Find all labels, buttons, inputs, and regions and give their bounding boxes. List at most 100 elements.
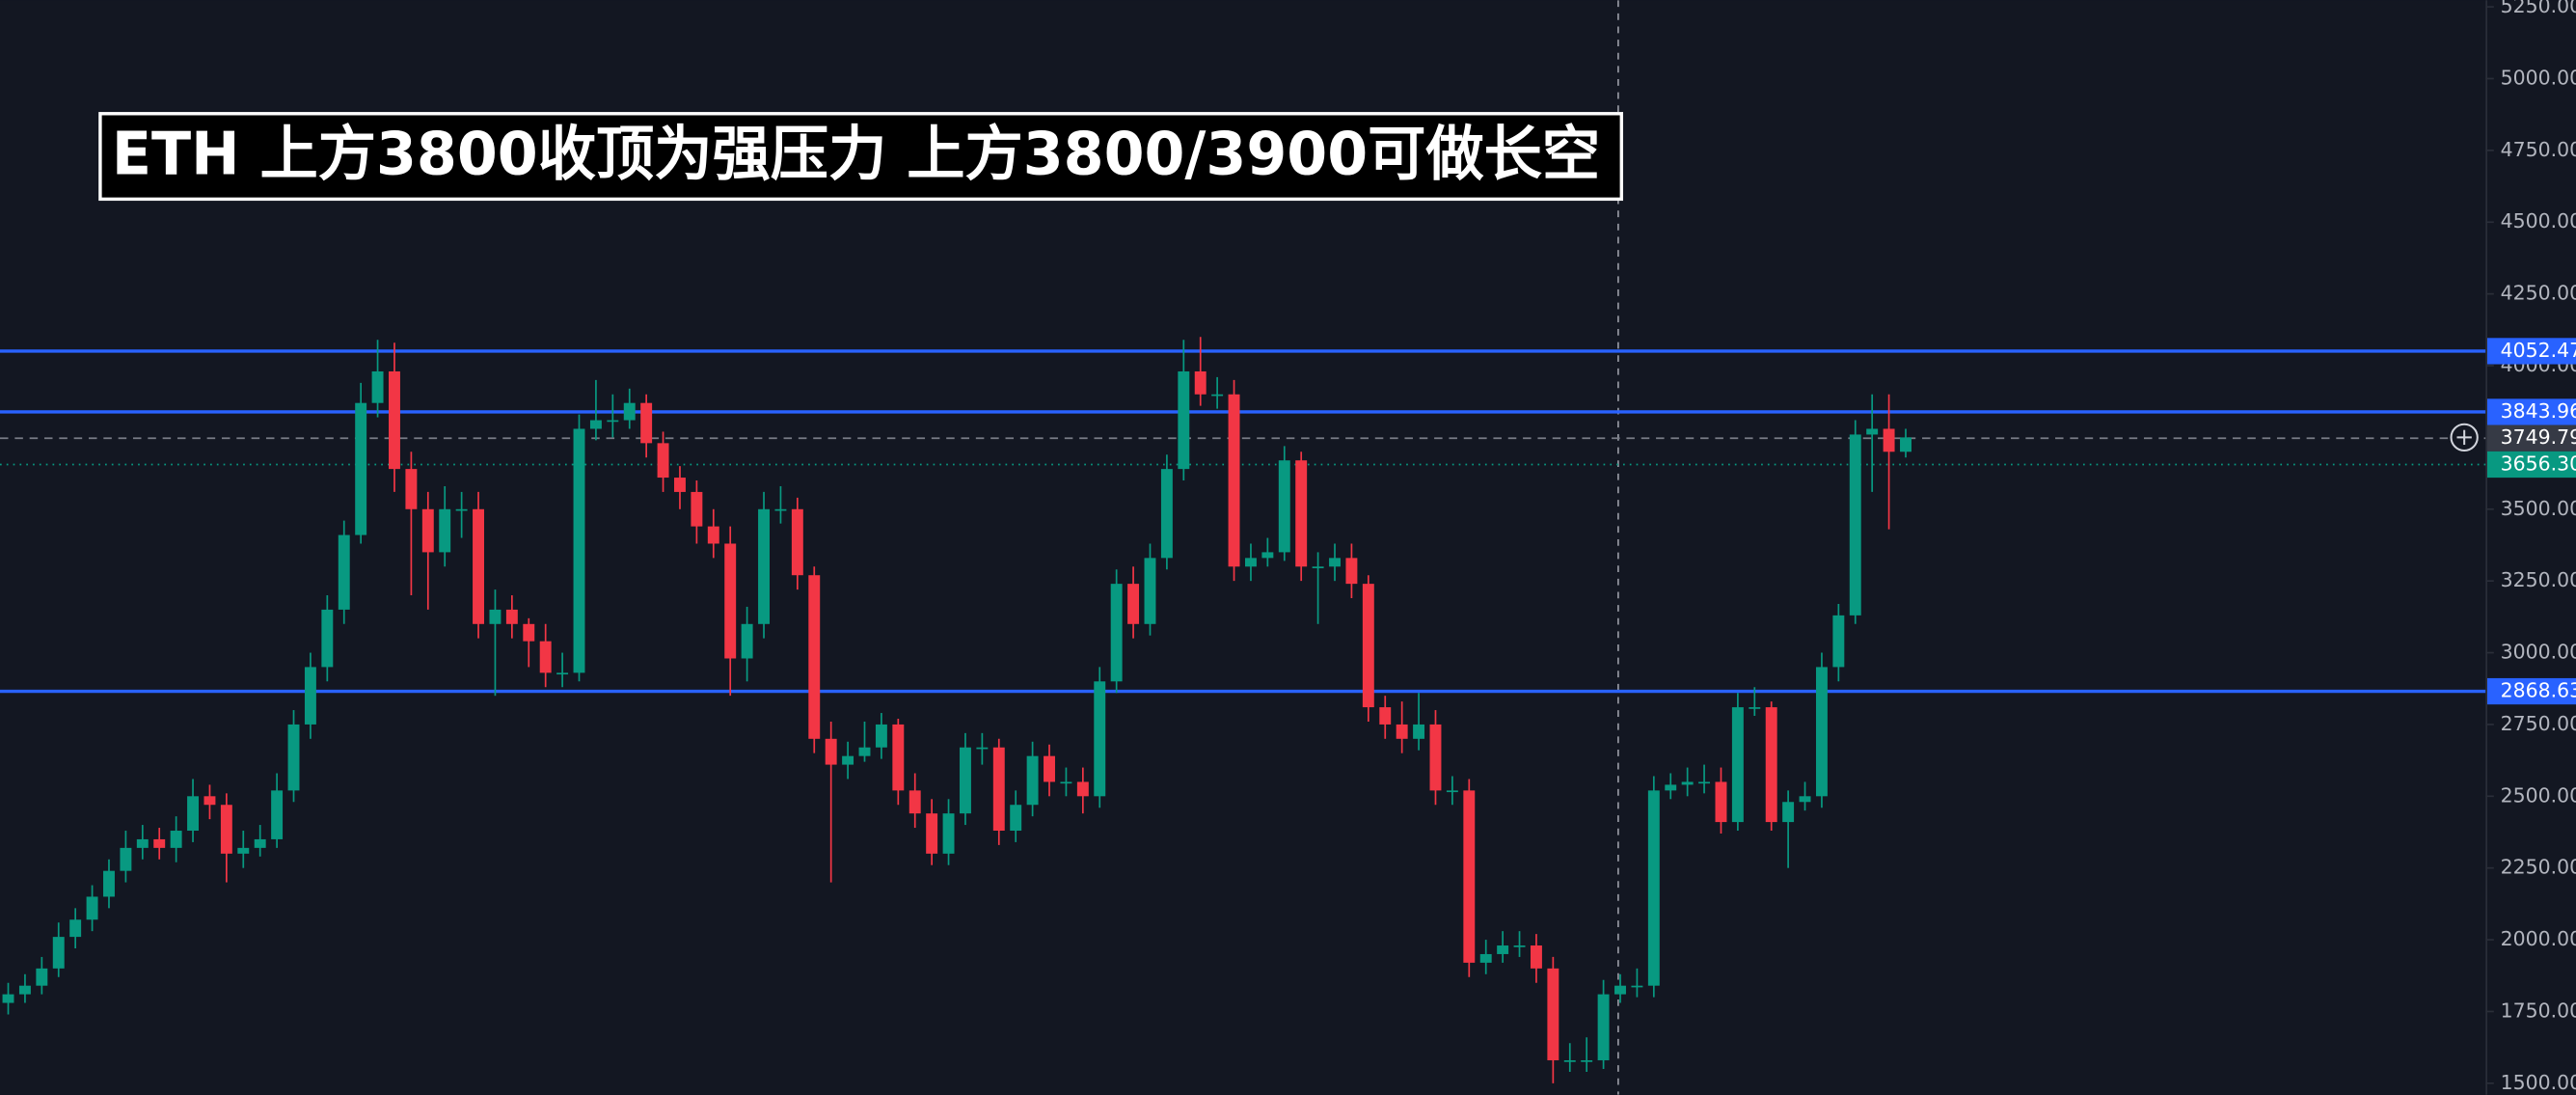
title-box: [98, 112, 1624, 202]
y-tick-label: 3500.00: [2501, 497, 2576, 520]
candle-body: [1547, 968, 1559, 1061]
candle-body: [1228, 394, 1240, 567]
candle-body: [875, 724, 887, 748]
candle-body: [657, 443, 669, 479]
plot-area: [0, 0, 2486, 1095]
candle-body: [858, 747, 871, 756]
candle-body: [1194, 370, 1207, 395]
candle-body: [623, 402, 636, 421]
price-tag-label: 3656.30: [2501, 452, 2576, 475]
candle-body: [674, 478, 686, 492]
candle-body: [304, 667, 316, 725]
candle-body: [842, 755, 854, 765]
y-tick-label: 4750.00: [2501, 138, 2576, 161]
candle-body: [523, 623, 535, 642]
candle-body: [1530, 945, 1542, 969]
candle-body: [1446, 790, 1458, 793]
candle-body: [1060, 781, 1072, 784]
candle-body: [187, 796, 200, 832]
candle-body: [2, 994, 14, 1003]
add-button[interactable]: [2450, 423, 2479, 452]
candle-body: [758, 508, 770, 624]
y-tick-label: 5250.00: [2501, 0, 2576, 17]
candle-body: [473, 508, 484, 624]
candle-body: [421, 508, 434, 553]
candle-body: [1345, 558, 1358, 585]
candle-body: [908, 790, 921, 814]
candle-body: [1329, 558, 1341, 567]
candle-body: [1647, 790, 1660, 986]
candle-body: [439, 508, 451, 553]
candle-body: [691, 491, 703, 527]
candle-body: [1597, 994, 1610, 1061]
price-axis: 1500.00 1750.00 2000.00 2250.00 2500.00 2750.…: [2485, 0, 2576, 1094]
candle-body: [1849, 434, 1861, 616]
candle-body: [1731, 707, 1744, 823]
candle-body: [1463, 790, 1476, 963]
candle-body: [1513, 945, 1526, 947]
candle-body: [1379, 707, 1392, 725]
chart-title: ETH 上方3800收顶为强压力 上方3800/3900可做长空: [112, 120, 1600, 188]
candle-body: [1076, 781, 1089, 797]
candle-body: [203, 796, 216, 806]
candle-body: [1178, 370, 1190, 470]
candle-body: [976, 747, 989, 750]
candle-body: [1782, 802, 1795, 823]
candle-body: [1261, 552, 1274, 559]
candle-body: [1110, 584, 1123, 682]
candle-body: [287, 724, 300, 791]
candle-body: [136, 838, 149, 848]
y-tick-label: 1500.00: [2501, 1071, 2576, 1094]
candle-body: [1312, 566, 1324, 568]
candle-body: [120, 847, 132, 871]
candle-body: [1278, 460, 1290, 553]
candle-body: [505, 609, 518, 624]
candle-body: [825, 738, 837, 765]
candle-body: [1866, 428, 1879, 435]
candle-body: [1614, 985, 1626, 995]
candle-body: [1211, 394, 1224, 397]
candle-body: [791, 508, 803, 576]
candle-body: [707, 526, 719, 544]
candle-body: [942, 813, 955, 854]
candle-body: [1832, 615, 1845, 668]
candle-body: [926, 813, 938, 854]
price-tag-box: [2487, 398, 2576, 425]
candle-body: [1127, 584, 1140, 624]
y-tick-label: 2750.00: [2501, 712, 2576, 735]
candle-body: [36, 968, 48, 986]
candle-body: [489, 609, 502, 624]
price-tag-box: [2487, 424, 2576, 452]
candle-body: [1413, 724, 1425, 739]
candle-body: [220, 805, 232, 854]
y-tick-label: 4500.00: [2501, 209, 2576, 233]
y-tick-label: 2000.00: [2501, 927, 2576, 950]
candle-body: [1665, 784, 1677, 791]
candle-body: [271, 790, 284, 839]
candle-body: [1900, 437, 1912, 452]
candle-body: [1010, 805, 1022, 832]
candle-body: [338, 534, 350, 610]
candle-body: [355, 402, 367, 535]
candle-body: [1698, 781, 1711, 784]
candle-body: [1160, 469, 1173, 559]
candle-body: [254, 838, 266, 848]
y-tick-label: 5000.00: [2501, 66, 2576, 89]
candle-body: [1396, 724, 1408, 739]
candle-body: [170, 831, 182, 848]
candle-body: [389, 370, 400, 470]
y-tick-label: 2250.00: [2501, 856, 2576, 879]
candle-body: [724, 543, 737, 659]
candle-body: [69, 919, 82, 938]
candle-body: [1563, 1060, 1576, 1062]
candle-body: [589, 420, 602, 429]
price-tag-label: 3843.96: [2501, 399, 2576, 423]
candle-body: [237, 847, 250, 854]
candle-body: [640, 402, 653, 444]
candle-body: [741, 623, 753, 659]
candle-body: [892, 724, 905, 791]
price-tag-box: [2487, 451, 2576, 479]
candle-body: [1479, 953, 1492, 963]
